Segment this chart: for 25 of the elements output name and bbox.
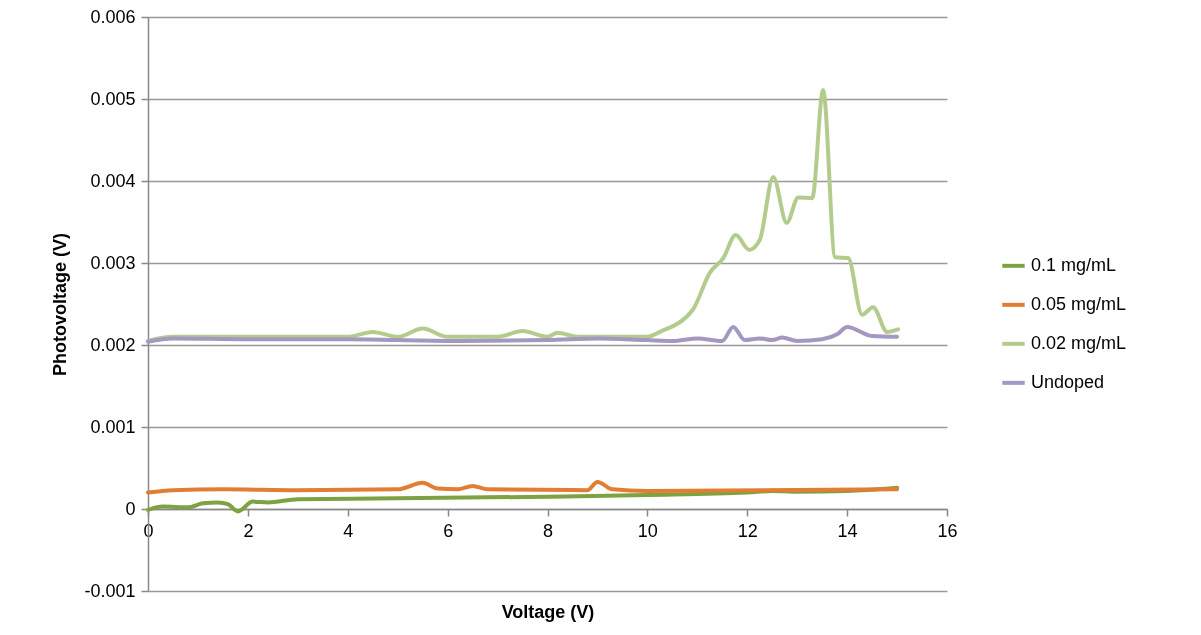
line-series	[146, 479, 900, 495]
y-tick-label: 0.005	[90, 88, 136, 109]
x-tick-label: 12	[737, 520, 758, 541]
line-series	[146, 324, 900, 344]
legend-label: Undoped	[1031, 371, 1105, 392]
x-tick-label: 8	[542, 520, 554, 541]
legend-label: 0.02 mg/mL	[1031, 332, 1127, 353]
legend-label: 0.05 mg/mL	[1031, 293, 1127, 314]
x-axis-title: Voltage (V)	[501, 601, 595, 622]
x-tick-label: 14	[837, 520, 858, 541]
x-tick-label: 10	[637, 520, 658, 541]
y-tick-label: 0	[125, 498, 136, 519]
y-tick-label: -0.001	[84, 580, 136, 601]
x-tick-label: 4	[343, 520, 354, 541]
legend-label: 0.1 mg/mL	[1031, 254, 1117, 275]
x-tick-label: 6	[443, 520, 454, 541]
x-tick-label: 16	[937, 520, 958, 541]
y-tick-label: 0.002	[90, 334, 136, 355]
y-tick-label: 0.006	[90, 6, 136, 27]
y-tick-label: 0.003	[90, 252, 136, 273]
y-tick-label: 0.004	[90, 170, 136, 191]
y-axis-title: Photovoltage (V)	[50, 233, 71, 376]
line-series	[146, 87, 901, 343]
x-tick-label: 2	[243, 520, 254, 541]
y-tick-label: 0.001	[90, 416, 136, 437]
